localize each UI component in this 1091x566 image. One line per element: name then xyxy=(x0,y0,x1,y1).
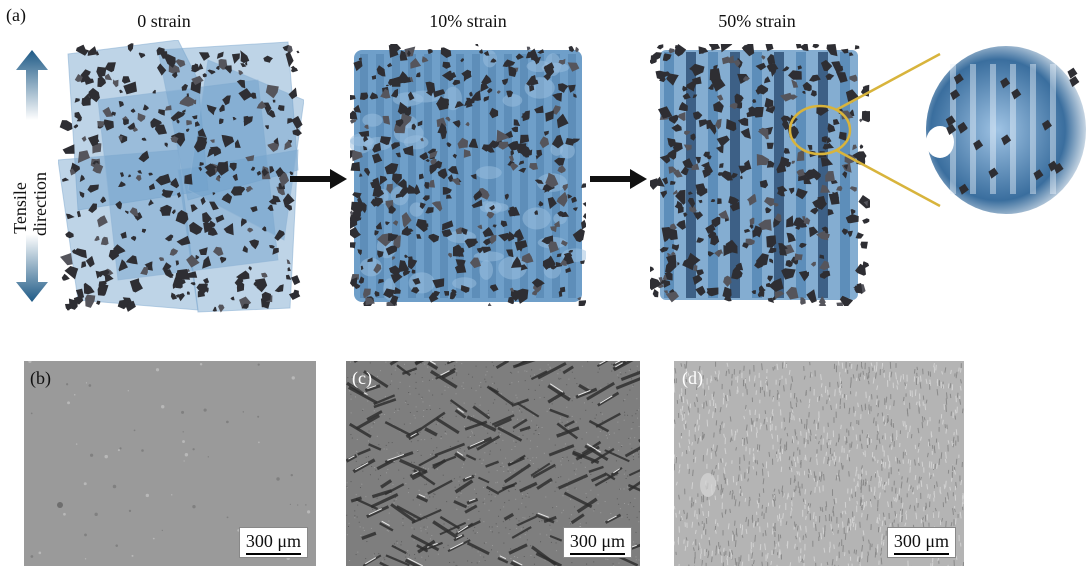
arrow-up-icon xyxy=(16,50,48,120)
process-arrow-1-icon xyxy=(290,169,347,189)
panel-a-label: (a) xyxy=(6,5,26,25)
film-50-strain-illustration xyxy=(650,44,870,306)
title-50-strain: 50% strain xyxy=(718,11,796,31)
sem-b-scalebar: 300 μm xyxy=(238,527,308,558)
sem-panel-c: (c) 300 μm xyxy=(346,361,640,566)
sem-b-scale-text: 300 μm xyxy=(245,531,301,551)
sem-c-label: (c) xyxy=(352,368,372,388)
film-0-strain-illustration xyxy=(58,40,304,313)
sem-d-scale-text: 300 μm xyxy=(893,531,949,551)
direction-word: direction xyxy=(30,172,50,236)
tensile-word: Tensile xyxy=(10,182,30,234)
sem-c-scale-text: 300 μm xyxy=(569,531,625,551)
sem-d-scalebar: 300 μm xyxy=(886,527,956,558)
process-arrow-2-icon xyxy=(590,169,647,189)
sem-panel-d: (d) 300 μm xyxy=(674,361,964,566)
sem-panel-b: (b) 300 μm xyxy=(24,361,316,566)
zoom-inset-illustration xyxy=(788,46,1086,214)
tensile-direction-arrows xyxy=(16,50,48,302)
title-10-strain: 10% strain xyxy=(429,11,507,31)
film-10-strain-illustration xyxy=(350,44,586,306)
arrow-down-icon xyxy=(16,234,48,302)
sem-b-label: (b) xyxy=(30,368,51,388)
title-0-strain: 0 strain xyxy=(137,11,191,31)
sem-d-label: (d) xyxy=(682,368,703,388)
sem-c-scalebar: 300 μm xyxy=(562,527,632,558)
tensile-direction-label: Tensile direction xyxy=(10,172,50,236)
